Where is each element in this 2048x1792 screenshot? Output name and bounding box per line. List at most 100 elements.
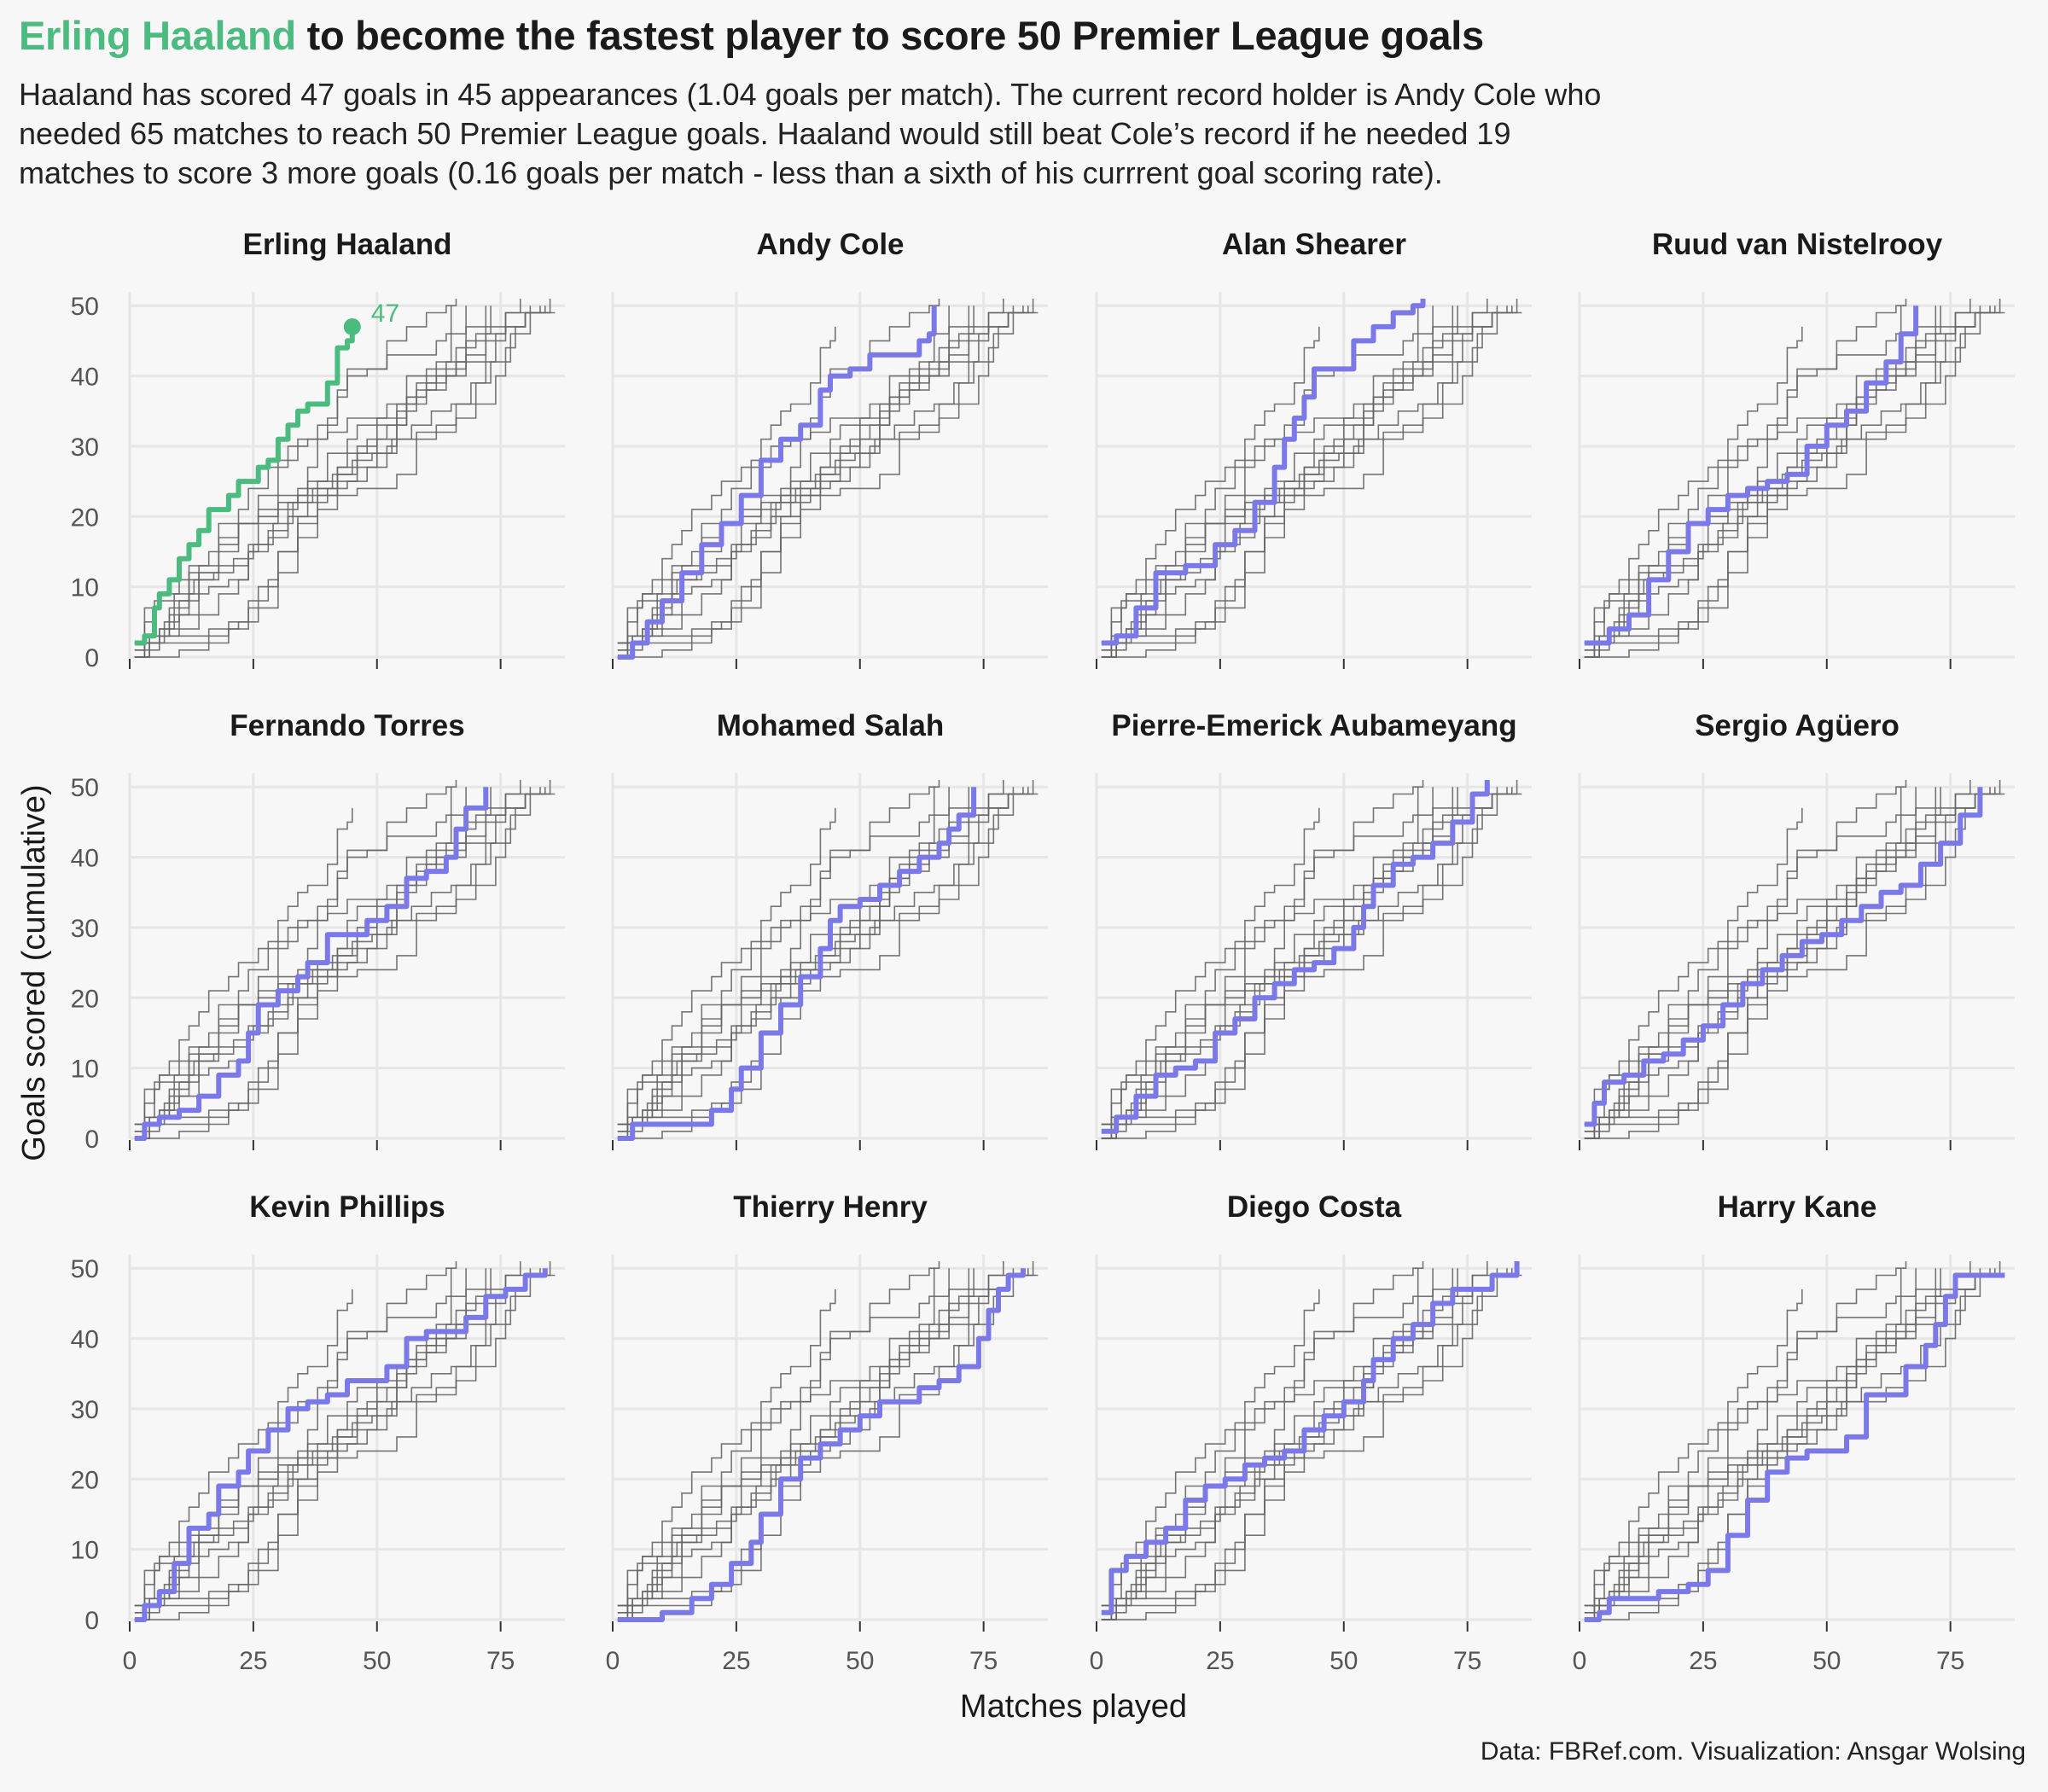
context-line	[1584, 1268, 1902, 1620]
y-tick-label: 10	[71, 1056, 99, 1084]
x-tick-label: 25	[239, 1647, 267, 1675]
subtitle-line: needed 65 matches to reach 50 Premier Le…	[19, 116, 1511, 151]
y-tick-label: 50	[71, 1255, 99, 1283]
player-line	[134, 787, 489, 1141]
y-tick-label: 20	[71, 1466, 99, 1494]
context-line	[1584, 1268, 1981, 1607]
panel: Andy Cole	[611, 228, 1048, 669]
y-axis-title: Goals scored (cumulative)	[16, 784, 52, 1161]
context-line	[1584, 1289, 1803, 1607]
context-line	[617, 1268, 935, 1620]
player-line	[1584, 305, 1919, 646]
y-tick-label: 10	[71, 574, 99, 602]
panel: Kevin Phillips 0 10 20 30 40 50 0 25 50 75	[71, 1190, 565, 1675]
x-tick-label: 75	[969, 1647, 998, 1675]
context-line	[1101, 1261, 1488, 1614]
x-tick-label: 25	[1689, 1647, 1717, 1675]
context-line	[1584, 326, 1803, 644]
subtitle-line: Haaland has scored 47 goals in 45 appear…	[19, 77, 1602, 112]
context-line	[134, 787, 532, 1126]
context-line	[1101, 299, 1518, 651]
x-tick-label: 50	[1329, 1647, 1358, 1675]
context-line	[134, 299, 551, 651]
subtitle-line: matches to score 3 more goals (0.16 goal…	[19, 155, 1443, 190]
context-line	[134, 1261, 457, 1607]
x-tick-label: 50	[846, 1647, 874, 1675]
player-line	[1101, 299, 1426, 646]
panel-title: Alan Shearer	[1222, 228, 1406, 261]
context-line	[617, 780, 1004, 1132]
x-tick-label: 25	[1206, 1647, 1234, 1675]
context-line	[1584, 305, 1981, 644]
player-line	[617, 787, 977, 1141]
panel-title: Diego Costa	[1227, 1190, 1402, 1224]
panel: Alan Shearer	[1095, 228, 1532, 669]
context-line	[617, 1261, 940, 1607]
player-line	[1101, 780, 1490, 1134]
context-line	[1101, 793, 1522, 1139]
context-line	[617, 787, 970, 1139]
y-tick-label: 0	[84, 1607, 99, 1635]
panel-title: Thierry Henry	[733, 1190, 928, 1224]
context-line	[1101, 326, 1320, 644]
x-tick-label: 50	[1812, 1647, 1841, 1675]
context-line	[617, 787, 935, 1139]
x-tick-label: 75	[486, 1647, 515, 1675]
context-line	[617, 299, 1004, 651]
player-line	[617, 1268, 1026, 1622]
context-line	[617, 305, 1015, 644]
context-line	[617, 1261, 1004, 1614]
panel-title: Erling Haaland	[242, 228, 451, 261]
context-line	[1101, 780, 1424, 1126]
context-line	[1584, 1268, 1937, 1620]
context-line	[617, 787, 1015, 1126]
context-line	[134, 787, 452, 1139]
context-line	[134, 305, 487, 658]
panel-title: Harry Kane	[1718, 1190, 1877, 1224]
context-line	[617, 305, 970, 658]
context-line	[1584, 787, 1902, 1139]
context-line	[134, 1268, 487, 1620]
context-line	[1101, 787, 1419, 1139]
y-tick-label: 0	[84, 644, 99, 672]
context-line	[1101, 807, 1320, 1126]
context-line	[1584, 807, 1803, 1126]
context-line	[1584, 787, 1937, 1139]
chart-title: Erling Haaland to become the fastest pla…	[19, 12, 1484, 59]
endpoint-dot	[343, 317, 361, 335]
context-line	[617, 1289, 836, 1607]
x-tick-label: 0	[1090, 1647, 1104, 1675]
player-line	[1101, 1261, 1520, 1615]
context-line	[617, 299, 940, 644]
context-line	[1101, 1261, 1424, 1607]
panel-title: Pierre-Emerick Aubameyang	[1111, 709, 1516, 742]
y-tick-label: 50	[71, 293, 99, 321]
context-line	[134, 299, 457, 644]
context-line	[1584, 787, 1996, 1139]
player-line	[617, 305, 937, 660]
context-line	[134, 305, 532, 644]
context-line	[1584, 780, 1971, 1132]
x-axis-title: Matches played	[960, 1689, 1187, 1725]
y-tick-label: 50	[71, 774, 99, 802]
panel: Mohamed Salah	[611, 709, 1048, 1150]
y-tick-label: 40	[71, 1326, 99, 1354]
context-line	[1101, 305, 1498, 644]
panel-title: Kevin Phillips	[249, 1190, 445, 1224]
context-line	[134, 1261, 521, 1614]
x-tick-label: 75	[1453, 1647, 1481, 1675]
context-line	[134, 299, 521, 651]
x-tick-label: 0	[123, 1647, 137, 1675]
context-line	[617, 1268, 1029, 1620]
context-line	[134, 807, 353, 1126]
context-line	[1584, 305, 1996, 658]
y-tick-label: 0	[84, 1126, 99, 1154]
x-tick-label: 0	[1573, 1647, 1587, 1675]
panel: Ruud van Nistelrooy	[1578, 228, 2015, 669]
context-line	[1584, 1261, 2001, 1614]
chart-subtitle: Haaland has scored 47 goals in 45 appear…	[19, 75, 1981, 193]
context-line	[1101, 1268, 1498, 1607]
panel-title: Sergio Agüero	[1695, 709, 1900, 742]
context-line	[1584, 311, 2005, 658]
